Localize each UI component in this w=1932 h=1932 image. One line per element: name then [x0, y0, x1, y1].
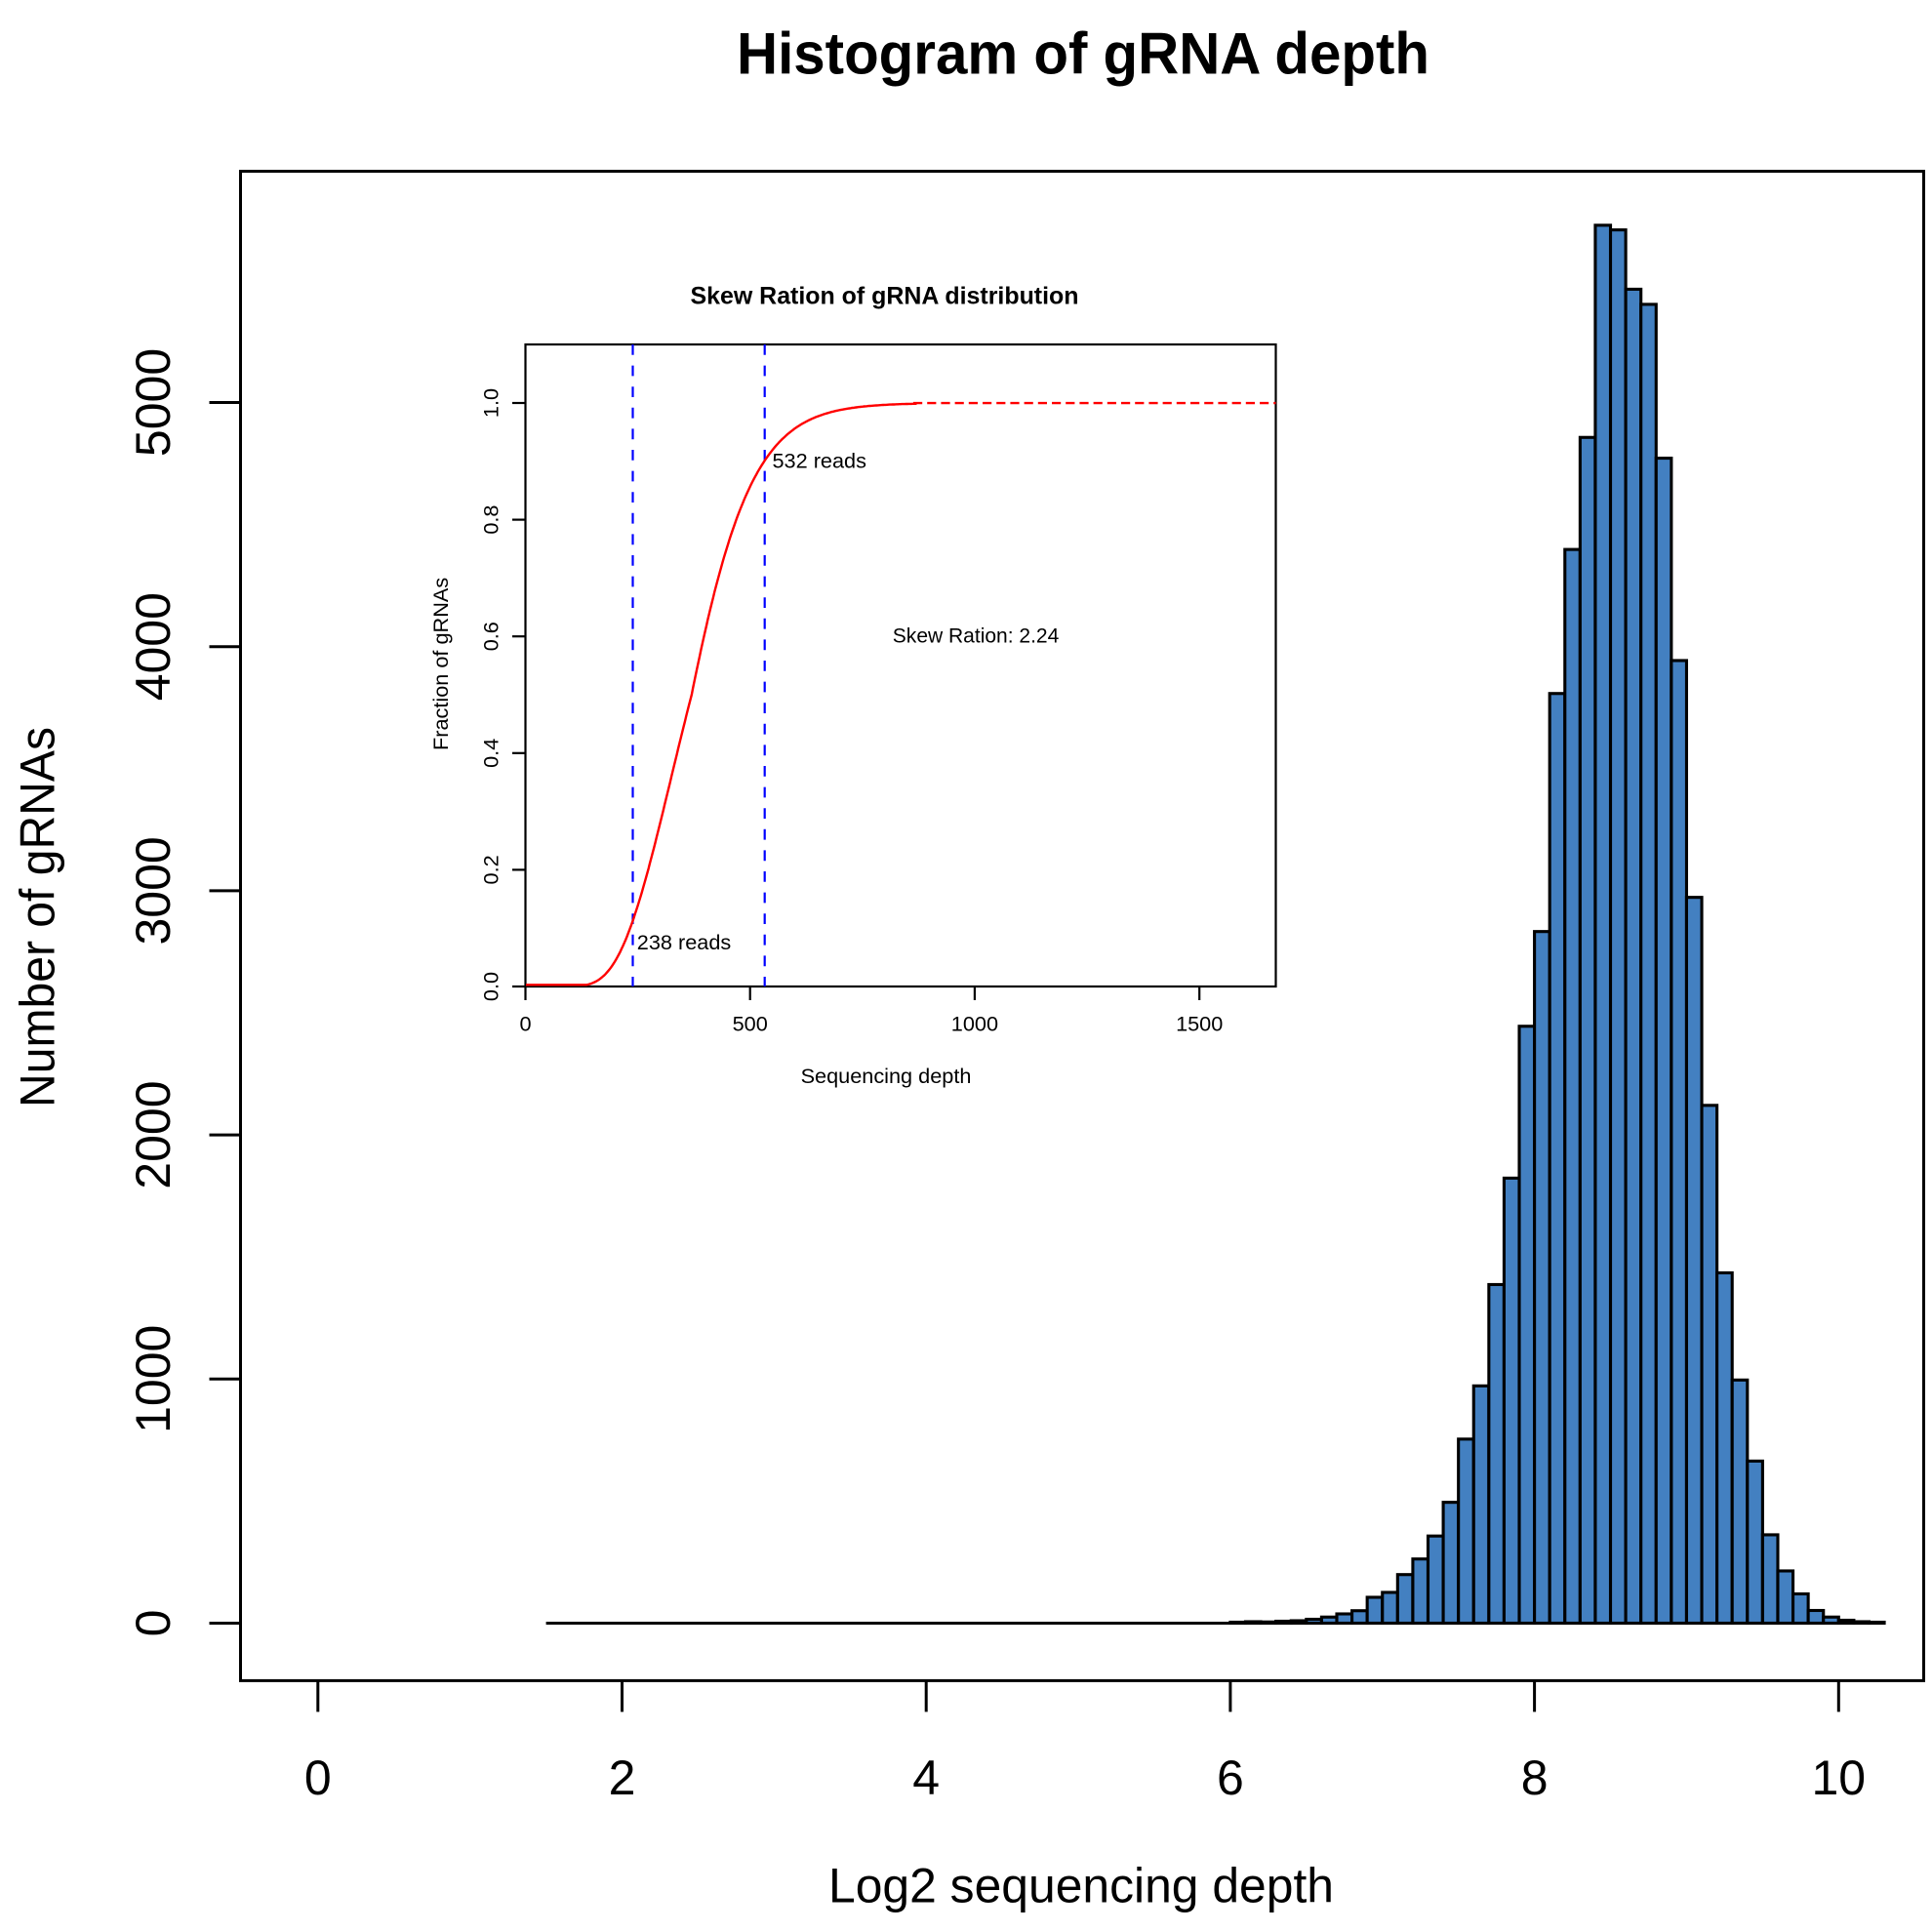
svg-text:532 reads: 532 reads [773, 449, 867, 473]
svg-text:1000: 1000 [126, 1325, 181, 1433]
svg-text:0.4: 0.4 [479, 739, 503, 768]
svg-text:3000: 3000 [126, 836, 181, 945]
svg-text:2000: 2000 [126, 1080, 181, 1188]
svg-text:6: 6 [1217, 1751, 1244, 1805]
svg-text:0.6: 0.6 [479, 622, 503, 651]
svg-text:0: 0 [304, 1751, 332, 1805]
svg-text:0.0: 0.0 [479, 972, 503, 1001]
svg-text:4000: 4000 [126, 592, 181, 701]
svg-text:4: 4 [912, 1751, 940, 1805]
svg-text:1500: 1500 [1176, 1012, 1223, 1036]
svg-text:10: 10 [1811, 1751, 1866, 1805]
svg-text:0.8: 0.8 [479, 505, 503, 535]
svg-text:1000: 1000 [951, 1012, 998, 1036]
svg-text:1.0: 1.0 [479, 388, 503, 418]
svg-text:Skew Ration of gRNA distributi: Skew Ration of gRNA distribution [691, 283, 1079, 310]
svg-text:500: 500 [733, 1012, 768, 1036]
svg-text:5000: 5000 [126, 348, 181, 457]
svg-text:Skew Ration: 2.24: Skew Ration: 2.24 [893, 624, 1060, 648]
svg-text:Fraction of gRNAs: Fraction of gRNAs [428, 578, 453, 750]
svg-text:Number of gRNAs: Number of gRNAs [11, 727, 65, 1107]
svg-text:8: 8 [1521, 1751, 1549, 1805]
svg-text:0.2: 0.2 [479, 855, 503, 884]
svg-text:0: 0 [126, 1610, 181, 1637]
svg-text:Sequencing depth: Sequencing depth [801, 1064, 972, 1088]
svg-text:Histogram of gRNA depth: Histogram of gRNA depth [737, 20, 1429, 86]
svg-text:2: 2 [609, 1751, 636, 1805]
svg-text:238 reads: 238 reads [637, 930, 732, 954]
svg-text:0: 0 [519, 1012, 531, 1036]
svg-text:Log2 sequencing depth: Log2 sequencing depth [828, 1858, 1334, 1912]
